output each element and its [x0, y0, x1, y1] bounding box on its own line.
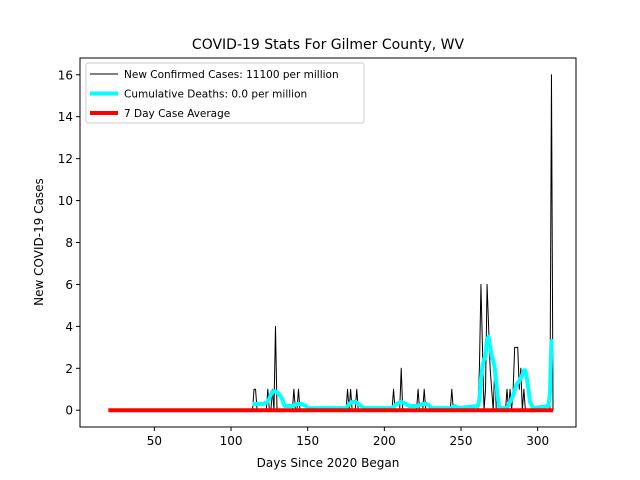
- y-tick-label: 14: [58, 110, 73, 124]
- legend-label-3: 7 Day Case Average: [124, 108, 230, 120]
- y-tick-label: 12: [58, 152, 73, 166]
- y-tick-label: 0: [65, 404, 73, 418]
- legend-label-2: Cumulative Deaths: 0.0 per million: [124, 89, 307, 101]
- x-tick-label: 150: [296, 434, 319, 448]
- y-axis-label: New COVID-19 Cases: [32, 178, 46, 306]
- legend-box: [85, 62, 365, 124]
- y-tick-label: 6: [65, 278, 73, 292]
- x-tick-label: 200: [373, 434, 396, 448]
- x-tick-label: 50: [147, 434, 162, 448]
- x-tick-label: 100: [220, 434, 243, 448]
- y-tick-label: 16: [58, 68, 73, 82]
- y-tick-label: 2: [65, 362, 73, 376]
- chart-title: COVID-19 Stats For Gilmer County, WV: [192, 37, 465, 53]
- y-tick-label: 4: [65, 320, 73, 334]
- legend: New Confirmed Cases: 11100 per million Cu…: [85, 62, 365, 124]
- legend-label-1: New Confirmed Cases: 11100 per million: [124, 69, 339, 81]
- y-tick-label: 10: [58, 194, 73, 208]
- x-tick-label: 250: [450, 434, 473, 448]
- y-tick-label: 8: [65, 236, 73, 250]
- series-line-2: [252, 334, 554, 411]
- x-axis-label: Days Since 2020 Began: [257, 456, 400, 470]
- x-tick-label: 300: [526, 434, 549, 448]
